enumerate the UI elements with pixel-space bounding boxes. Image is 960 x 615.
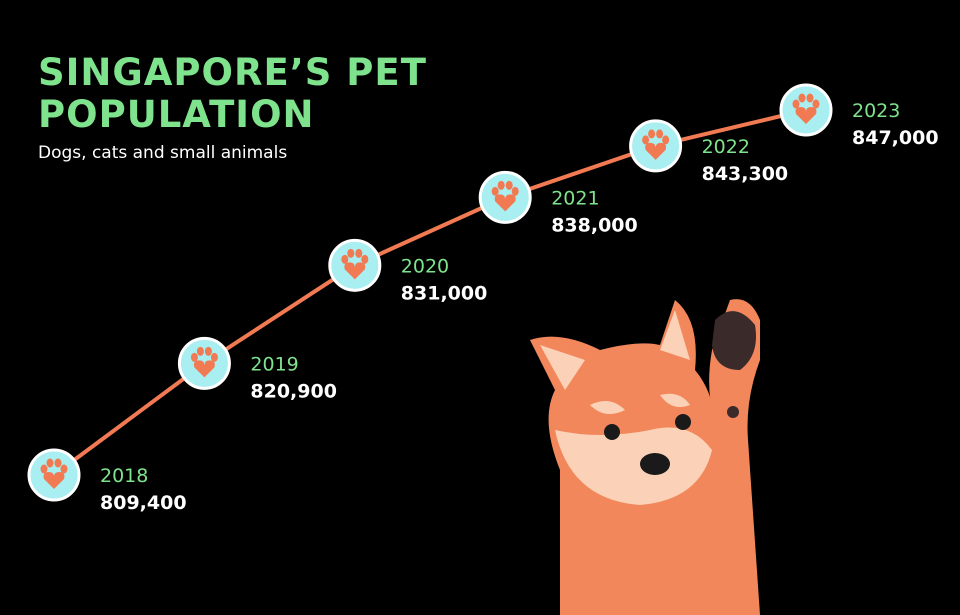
x-label: 2022 (702, 136, 750, 158)
paw-toe (190, 352, 198, 362)
value-label: 831,000 (401, 282, 488, 304)
data-point (27, 448, 81, 502)
x-label: 2023 (852, 100, 900, 122)
paw-icon (491, 180, 519, 212)
paw-pad (43, 472, 65, 489)
paw-pad (494, 194, 516, 212)
paw-toe (798, 93, 806, 103)
paw-toe (662, 135, 670, 145)
chart-subtitle: Dogs, cats and small animals (38, 143, 288, 163)
x-label: 2019 (250, 353, 298, 375)
chart-title: SINGAPORE’S PET POPULATION (38, 51, 427, 136)
x-label: 2020 (401, 255, 449, 277)
paw-toe (46, 458, 54, 468)
paw-toe (497, 180, 505, 190)
paw-toe (40, 464, 48, 474)
paw-pad (795, 107, 817, 124)
paw-toe (347, 248, 355, 258)
data-point (779, 83, 833, 137)
data-point (629, 119, 683, 173)
paw-icon (190, 346, 218, 378)
paw-toe (60, 464, 68, 474)
paw-toe (511, 186, 519, 196)
paw-icon (642, 129, 670, 160)
paw-icon (792, 93, 820, 124)
data-point (478, 170, 532, 224)
value-label: 820,900 (250, 380, 337, 402)
paw-pad (193, 360, 215, 378)
value-label: 847,000 (852, 127, 939, 149)
paw-toe (642, 135, 650, 145)
paw-toe (505, 180, 513, 190)
paw-toe (806, 93, 814, 103)
x-label: 2021 (551, 187, 599, 209)
paw-toe (812, 99, 820, 109)
paw-pad (344, 262, 366, 280)
value-label: 838,000 (551, 214, 638, 236)
value-label: 809,400 (100, 492, 187, 514)
paw-toe (196, 346, 204, 356)
x-label: 2018 (100, 465, 148, 487)
paw-icon (341, 248, 369, 280)
paw-toe (792, 99, 800, 109)
paw-toe (648, 129, 656, 139)
paw-icon (40, 458, 68, 489)
paw-toe (656, 129, 664, 139)
paw-toe (204, 346, 212, 356)
data-point (177, 336, 231, 390)
dog-illustration (530, 299, 760, 615)
value-label: 843,300 (702, 163, 789, 185)
paw-toe (54, 458, 62, 468)
paw-toe (355, 248, 363, 258)
paw-toe (491, 186, 499, 196)
paw-toe (361, 254, 369, 264)
paw-toe (341, 254, 349, 264)
paw-pad (645, 142, 667, 160)
data-point (328, 238, 382, 292)
paw-toe (210, 352, 218, 362)
